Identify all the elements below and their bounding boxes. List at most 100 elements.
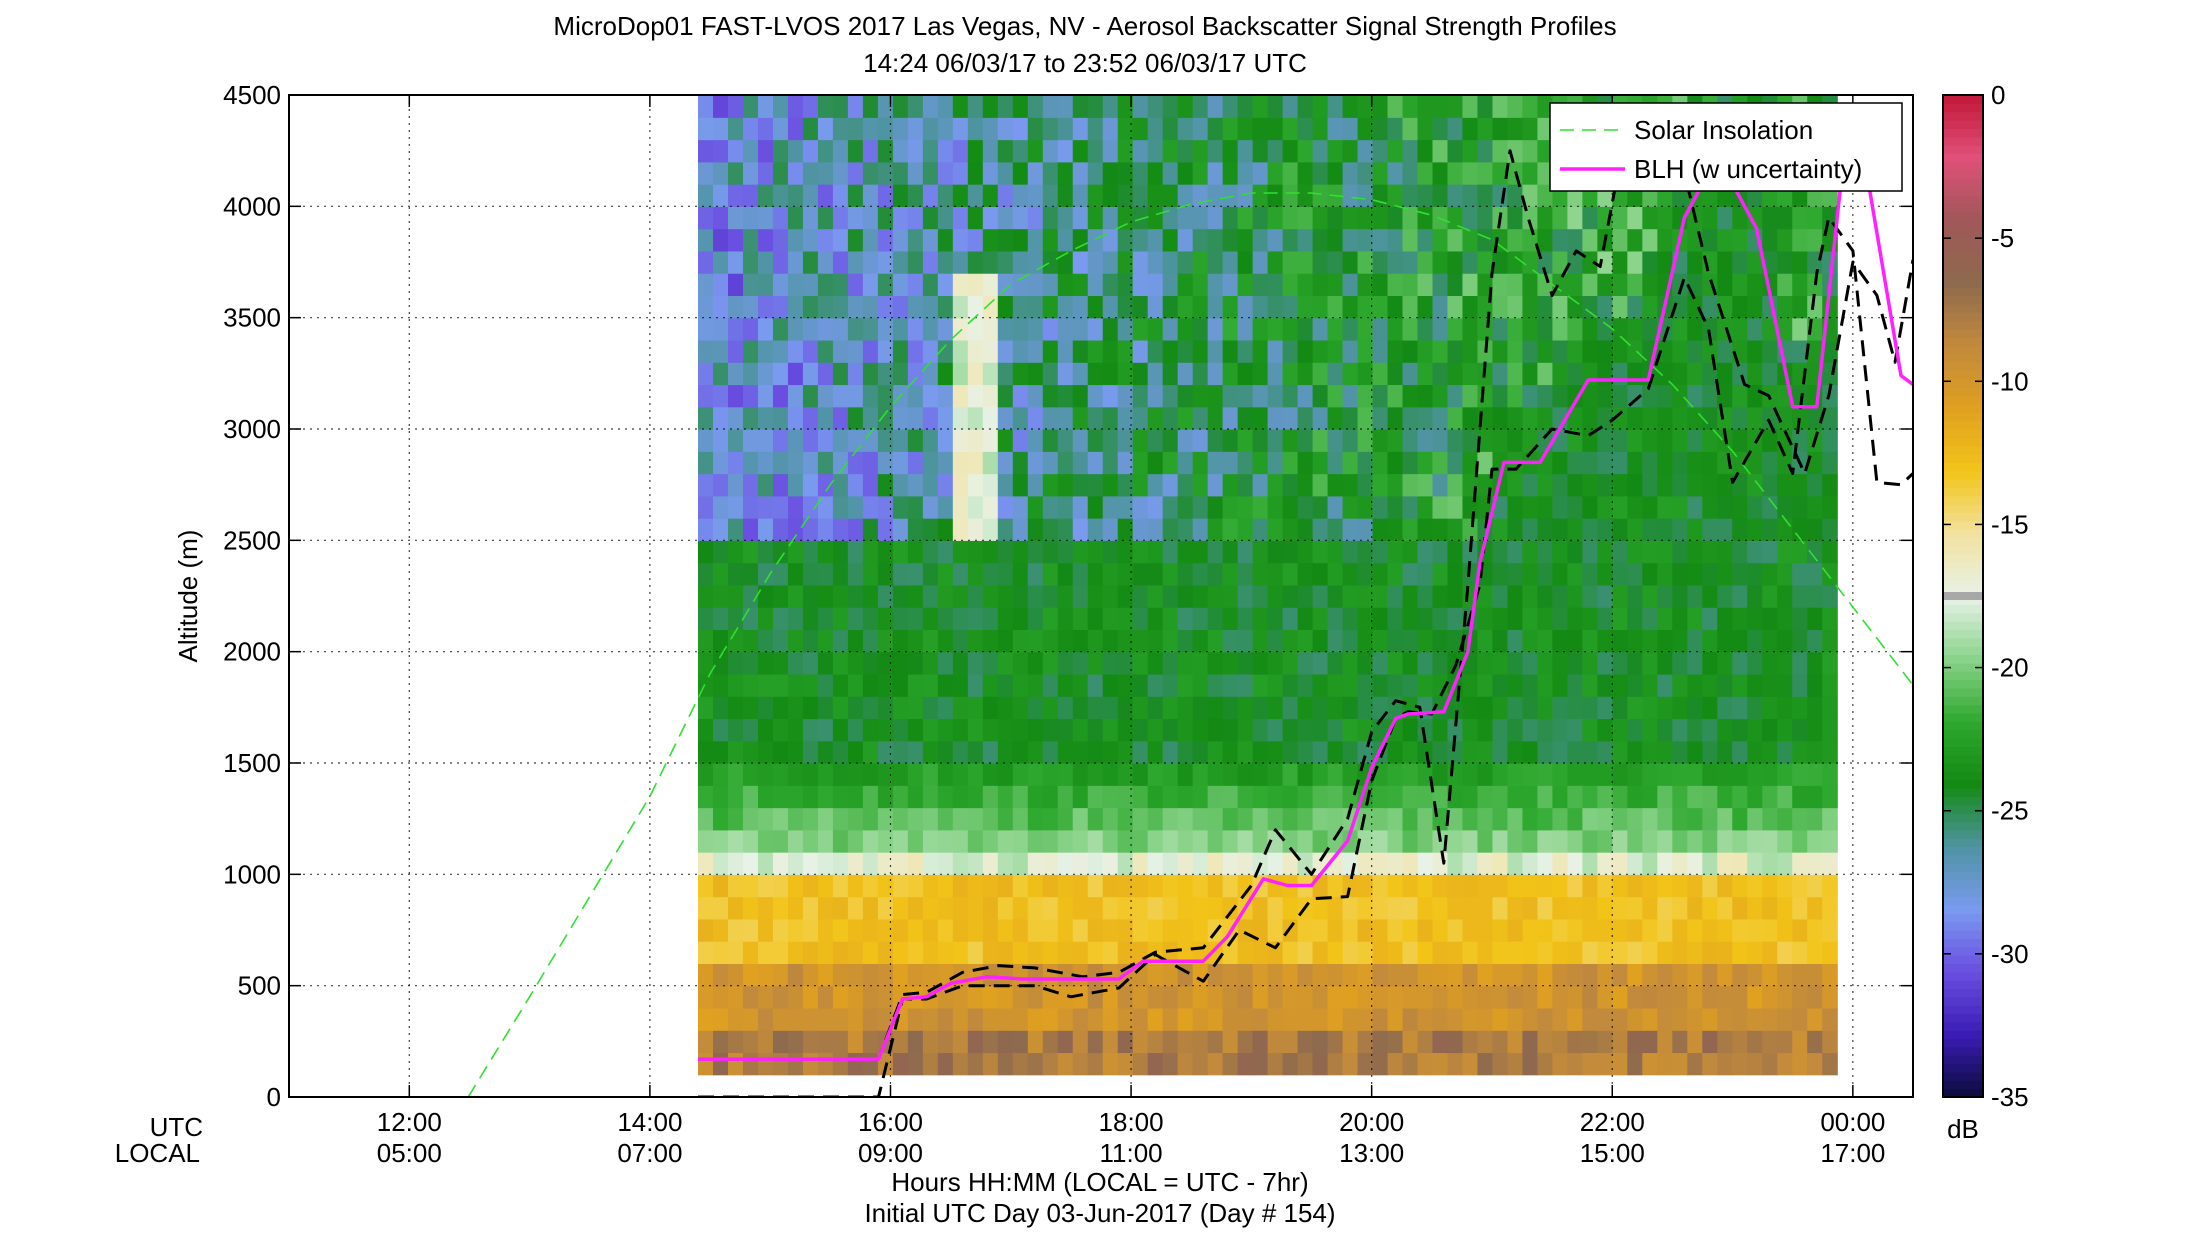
heatmap-cell	[1732, 273, 1748, 296]
heatmap-cell	[1597, 429, 1613, 452]
heatmap-cell	[698, 407, 714, 430]
heatmap-cell	[818, 986, 834, 1009]
heatmap-cell	[1627, 808, 1643, 831]
heatmap-cell	[1777, 474, 1793, 497]
heatmap-cell	[1028, 117, 1044, 140]
heatmap-cell	[1208, 229, 1224, 252]
heatmap-cell	[1313, 206, 1329, 229]
heatmap-cell	[1343, 95, 1359, 118]
heatmap-cell	[1462, 295, 1478, 318]
heatmap-cell	[1028, 540, 1044, 563]
colorbar-segment	[1943, 270, 1983, 279]
heatmap-cell	[818, 95, 834, 118]
heatmap-cell	[1328, 140, 1344, 163]
heatmap-cell	[1388, 563, 1404, 586]
heatmap-cell	[1103, 117, 1119, 140]
heatmap-cell	[998, 607, 1014, 630]
heatmap-cell	[1582, 874, 1598, 897]
heatmap-cell	[1492, 629, 1508, 652]
heatmap-cell	[1028, 563, 1044, 586]
heatmap-cell	[1687, 451, 1703, 474]
heatmap-cell	[1747, 518, 1763, 541]
heatmap-cell	[938, 652, 954, 675]
heatmap-cell	[1732, 540, 1748, 563]
heatmap-cell	[1657, 1008, 1673, 1031]
heatmap-cell	[1088, 785, 1104, 808]
heatmap-cell	[1013, 407, 1029, 430]
heatmap-cell	[1118, 229, 1134, 252]
heatmap-cell	[1822, 496, 1838, 519]
heatmap-cell	[728, 718, 744, 741]
x-tick-label-utc: 12:00	[377, 1107, 442, 1137]
heatmap-cell	[758, 674, 774, 697]
heatmap-cell	[1657, 518, 1673, 541]
heatmap-cell	[938, 362, 954, 385]
heatmap-cell	[1627, 919, 1643, 942]
heatmap-cell	[1418, 229, 1434, 252]
heatmap-cell	[893, 941, 909, 964]
heatmap-cell	[1388, 140, 1404, 163]
heatmap-cell	[1208, 986, 1224, 1009]
heatmap-cell	[833, 1008, 849, 1031]
heatmap-cell	[1238, 384, 1254, 407]
heatmap-cell	[1058, 852, 1074, 875]
heatmap-cell	[1328, 629, 1344, 652]
heatmap-cell	[1163, 652, 1179, 675]
heatmap-cell	[833, 852, 849, 875]
heatmap-cell	[1358, 251, 1374, 274]
heatmap-cell	[1208, 451, 1224, 474]
heatmap-cell	[1328, 585, 1344, 608]
heatmap-cell	[1223, 874, 1239, 897]
heatmap-cell	[1163, 540, 1179, 563]
heatmap-cell	[1253, 140, 1269, 163]
heatmap-cell	[713, 1030, 729, 1053]
heatmap-cell	[788, 295, 804, 318]
heatmap-cell	[1148, 295, 1164, 318]
heatmap-cell	[1133, 384, 1149, 407]
heatmap-cell	[848, 718, 864, 741]
heatmap-cell	[1732, 963, 1748, 986]
heatmap-cell	[908, 95, 924, 118]
heatmap-cell	[1627, 607, 1643, 630]
heatmap-cell	[938, 674, 954, 697]
heatmap-cell	[1657, 963, 1673, 986]
heatmap-cell	[848, 652, 864, 675]
heatmap-cell	[1283, 318, 1299, 341]
heatmap-cell	[1313, 273, 1329, 296]
heatmap-cell	[1747, 897, 1763, 920]
heatmap-cell	[1807, 563, 1823, 586]
heatmap-cell	[923, 763, 939, 786]
heatmap-cell	[1043, 830, 1059, 853]
heatmap-cell	[1298, 407, 1314, 430]
heatmap-cell	[1118, 117, 1134, 140]
heatmap-cell	[743, 674, 759, 697]
heatmap-cell	[1492, 741, 1508, 764]
heatmap-cell	[863, 563, 879, 586]
heatmap-cell	[1298, 785, 1314, 808]
heatmap-cell	[1747, 963, 1763, 986]
heatmap-cell	[1223, 652, 1239, 675]
heatmap-cell	[1732, 808, 1748, 831]
heatmap-cell	[758, 785, 774, 808]
heatmap-cell	[1358, 652, 1374, 675]
heatmap-cell	[1208, 808, 1224, 831]
heatmap-cell	[728, 674, 744, 697]
heatmap-cell	[713, 251, 729, 274]
heatmap-cell	[1612, 429, 1628, 452]
heatmap-cell	[1328, 563, 1344, 586]
heatmap-cell	[908, 629, 924, 652]
heatmap-cell	[1447, 986, 1463, 1009]
heatmap-cell	[1283, 763, 1299, 786]
heatmap-cell	[788, 206, 804, 229]
heatmap-cell	[743, 785, 759, 808]
heatmap-cell	[698, 362, 714, 385]
heatmap-cell	[1567, 518, 1583, 541]
heatmap-cell	[1223, 808, 1239, 831]
heatmap-cell	[1507, 229, 1523, 252]
heatmap-cell	[1777, 919, 1793, 942]
colorbar-segment	[1943, 487, 1983, 496]
heatmap-cell	[1028, 1008, 1044, 1031]
heatmap-cell	[1373, 229, 1389, 252]
heatmap-cell	[1642, 874, 1658, 897]
heatmap-cell	[1283, 808, 1299, 831]
